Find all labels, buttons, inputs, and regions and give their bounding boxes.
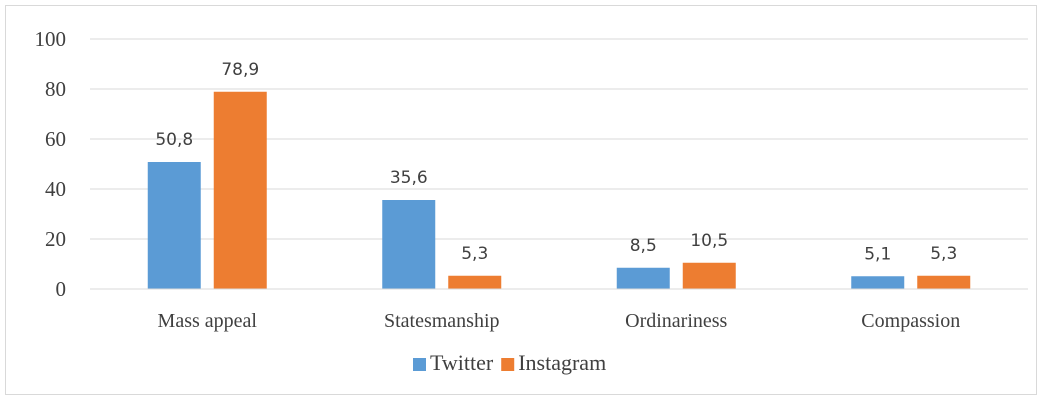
legend-label: Twitter <box>430 350 494 375</box>
data-labels: 50,8 78,9 35,6 5,3 8,5 10,5 5,1 5,3 <box>155 60 957 265</box>
data-label: 5,3 <box>930 244 957 264</box>
y-axis-tick-labels: 0 20 40 60 80 100 <box>35 27 67 301</box>
legend: Twitter Instagram <box>413 350 606 375</box>
y-tick-label: 100 <box>35 27 67 51</box>
x-axis-category-labels: Mass appeal Statesmanship Ordinariness Comp… <box>158 310 961 332</box>
data-label: 5,1 <box>864 244 891 264</box>
y-tick-label: 60 <box>45 127 66 151</box>
data-label: 50,8 <box>155 130 193 150</box>
data-label: 8,5 <box>630 236 657 256</box>
category-label: Mass appeal <box>158 310 258 332</box>
category-label: Compassion <box>861 310 960 332</box>
bar-instagram <box>448 275 502 289</box>
legend-label: Instagram <box>518 350 606 375</box>
bar-instagram <box>213 91 267 289</box>
legend-swatch-instagram <box>501 358 515 371</box>
bar-twitter <box>851 276 905 289</box>
y-tick-label: 20 <box>45 227 66 251</box>
legend-swatch-twitter <box>413 358 426 371</box>
category-label: Ordinariness <box>625 310 727 332</box>
bar-instagram <box>917 275 971 289</box>
bars <box>147 91 971 289</box>
y-tick-label: 0 <box>56 277 67 301</box>
category-label: Statesmanship <box>384 310 500 332</box>
bar-twitter <box>382 200 436 289</box>
bar-instagram <box>682 262 736 289</box>
bar-twitter <box>616 267 670 289</box>
bar-twitter <box>147 162 201 289</box>
y-tick-label: 40 <box>45 177 66 201</box>
data-label: 5,3 <box>461 244 488 264</box>
data-label: 78,9 <box>221 60 259 80</box>
y-tick-label: 80 <box>45 77 66 101</box>
data-label: 10,5 <box>690 231 728 251</box>
data-label: 35,6 <box>390 168 428 188</box>
